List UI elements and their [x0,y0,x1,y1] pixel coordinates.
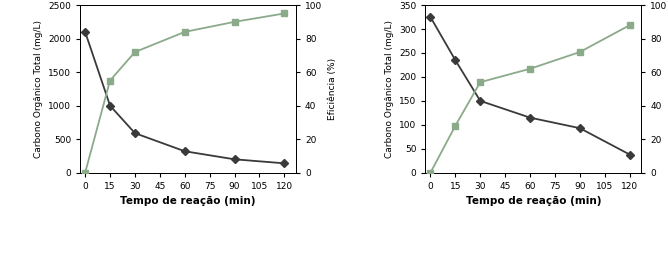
Y-axis label: Carbono Orgânico Total (mg/L): Carbono Orgânico Total (mg/L) [385,20,393,158]
Y-axis label: Carbono Orgânico Total (mg/L): Carbono Orgânico Total (mg/L) [33,20,43,158]
X-axis label: Tempo de reação (min): Tempo de reação (min) [120,196,256,206]
Y-axis label: Eficiência (%): Eficiência (%) [328,58,337,120]
X-axis label: Tempo de reação (min): Tempo de reação (min) [466,196,601,206]
